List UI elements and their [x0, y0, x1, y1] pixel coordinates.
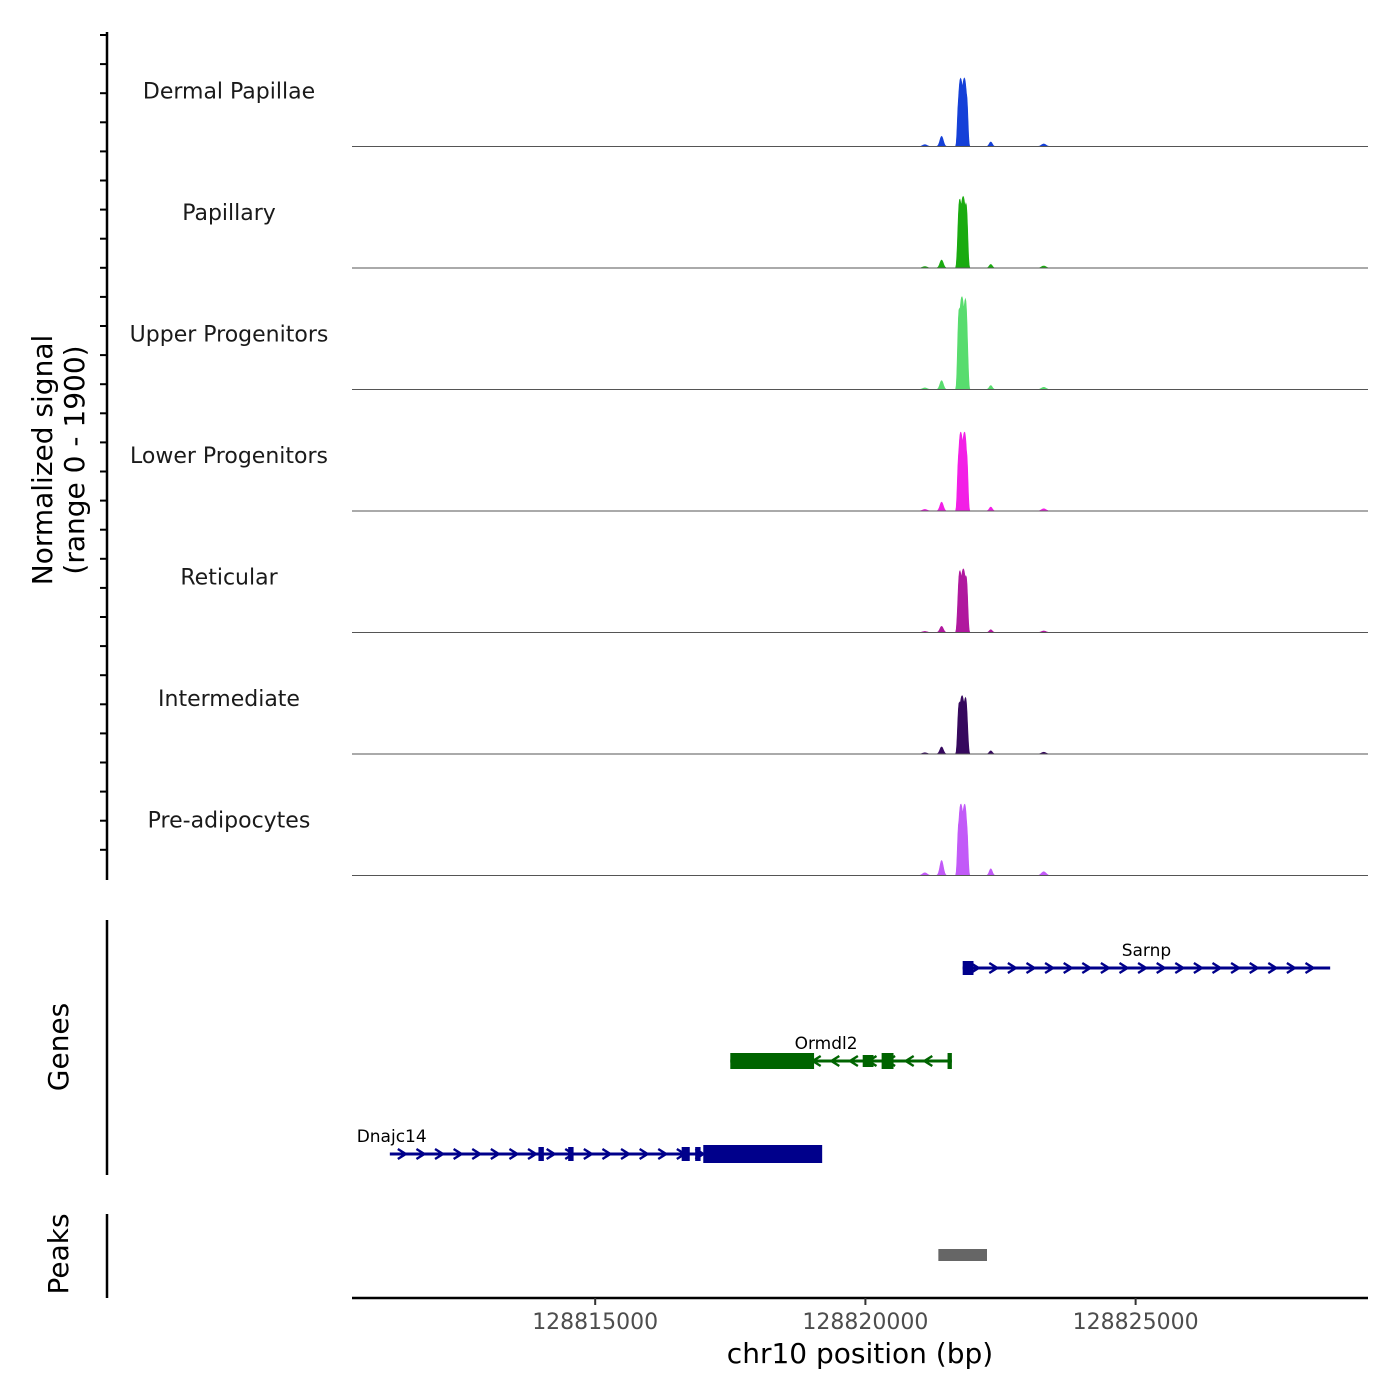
strand-chevron — [638, 1147, 650, 1161]
gene-model: Dnajc14 — [357, 1127, 823, 1163]
x-tick-label: 128820000 — [802, 1310, 928, 1335]
coverage-area — [352, 195, 1368, 269]
x-axis-title: chr10 position (bp) — [727, 1337, 993, 1370]
coverage-track: Lower Progenitors — [130, 431, 1368, 512]
track-label: Pre-adipocytes — [148, 809, 311, 834]
gene-exon — [862, 1055, 874, 1067]
strand-chevron — [847, 1054, 859, 1068]
track-label: Lower Progenitors — [130, 444, 328, 469]
track-label: Intermediate — [158, 687, 300, 712]
y-axis-range: (range 0 - 1900) — [58, 345, 91, 574]
coverage-area — [352, 568, 1368, 633]
gene-label: Dnajc14 — [357, 1127, 427, 1147]
coverage-track: Intermediate — [158, 687, 1368, 755]
coverage-area — [352, 803, 1368, 876]
coverage-track: Papillary — [182, 195, 1368, 269]
strand-chevron — [1249, 961, 1260, 975]
gene-label: Sarnp — [1122, 941, 1171, 961]
strand-chevron — [434, 1147, 446, 1161]
gene-exon — [695, 1147, 701, 1161]
genes-track-title: Genes — [42, 1003, 75, 1091]
strand-chevron — [620, 1147, 632, 1161]
strand-chevron — [922, 1054, 933, 1068]
peak-region — [938, 1249, 987, 1261]
x-tick-label: 128815000 — [532, 1310, 658, 1335]
gene-exon — [962, 961, 974, 975]
track-label: Dermal Papillae — [143, 80, 315, 105]
gene-exon — [703, 1145, 823, 1163]
x-tick-label: 128825000 — [1073, 1310, 1199, 1335]
gene-model: Ormdl2 — [730, 1034, 952, 1069]
strand-chevron — [1100, 961, 1112, 975]
peaks-track-title: Peaks — [42, 1213, 75, 1294]
strand-chevron — [397, 1147, 409, 1161]
strand-chevron — [1063, 961, 1074, 975]
x-axis-ticks: 128815000 128820000 128825000 — [532, 1298, 1199, 1335]
coverage-track: Pre-adipocytes — [148, 803, 1368, 876]
y-axis-title: Normalized signal — [26, 335, 59, 586]
gene-model: Sarnp — [962, 941, 1331, 975]
strand-chevron — [1156, 961, 1167, 975]
strand-chevron — [1025, 961, 1037, 975]
strand-chevron — [601, 1147, 613, 1161]
gene-exon — [947, 1053, 952, 1069]
strand-chevron — [657, 1147, 669, 1161]
gene-exon — [538, 1147, 544, 1161]
track-label: Papillary — [182, 201, 276, 226]
strand-chevron — [1044, 961, 1056, 975]
strand-chevron — [1267, 961, 1279, 975]
strand-chevron — [527, 1147, 539, 1161]
strand-chevron — [583, 1147, 595, 1161]
strand-chevron — [1286, 961, 1298, 975]
gene-exon — [881, 1053, 894, 1069]
strand-chevron — [1193, 961, 1205, 975]
strand-chevron — [829, 1054, 840, 1068]
coverage-track: Reticular — [180, 566, 1368, 633]
strand-chevron — [988, 961, 1000, 975]
strand-chevron — [1081, 961, 1093, 975]
gene-exon — [681, 1147, 690, 1161]
strand-chevron — [452, 1147, 464, 1161]
coverage-area — [352, 695, 1368, 755]
strand-chevron — [545, 1147, 557, 1161]
strand-chevron — [415, 1147, 427, 1161]
peak-track — [938, 1249, 987, 1261]
coverage-area — [352, 77, 1368, 147]
strand-chevron — [1118, 961, 1130, 975]
signal-y-ticks — [100, 34, 107, 851]
strand-chevron — [1137, 961, 1149, 975]
track-label: Reticular — [180, 566, 278, 591]
coverage-area — [352, 431, 1368, 512]
coverage-tracks: Dermal Papillae Papillary Upper Progenitor… — [130, 77, 1368, 876]
strand-chevron — [1230, 961, 1242, 975]
strand-chevron — [471, 1147, 483, 1161]
strand-chevron — [1304, 961, 1316, 975]
gene-exon — [730, 1053, 815, 1069]
gene-exon — [568, 1147, 574, 1161]
gene-label: Ormdl2 — [795, 1034, 858, 1054]
strand-chevron — [1174, 961, 1186, 975]
strand-chevron — [508, 1147, 520, 1161]
coverage-area — [352, 296, 1368, 390]
strand-chevron — [1007, 961, 1019, 975]
gene-track: Sarnp Ormdl2 Dnajc14 — [357, 941, 1331, 1163]
strand-chevron — [490, 1147, 502, 1161]
strand-chevron — [1211, 961, 1223, 975]
strand-chevron — [903, 1054, 915, 1068]
coverage-track: Dermal Papillae — [143, 77, 1368, 147]
coverage-track: Upper Progenitors — [130, 296, 1368, 390]
track-label: Upper Progenitors — [130, 323, 329, 348]
